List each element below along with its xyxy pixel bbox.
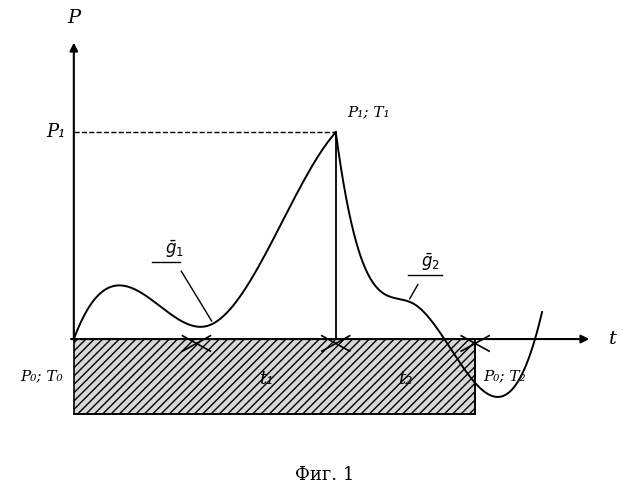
Text: P₁: P₁ — [46, 123, 65, 141]
Text: Фиг. 1: Фиг. 1 — [295, 466, 354, 484]
Text: t₁: t₁ — [259, 370, 273, 388]
Text: $\bar{g}_2$: $\bar{g}_2$ — [421, 252, 440, 273]
Text: $\bar{g}_1$: $\bar{g}_1$ — [165, 238, 184, 260]
Text: P: P — [67, 8, 80, 26]
Text: P₁; T₁: P₁; T₁ — [347, 105, 389, 119]
Text: P₀; T₀: P₀; T₀ — [20, 370, 63, 384]
Text: t₂: t₂ — [398, 370, 413, 388]
Bar — [74, 339, 475, 414]
Text: P₀; T₂: P₀; T₂ — [483, 370, 526, 384]
Text: t: t — [609, 330, 617, 348]
